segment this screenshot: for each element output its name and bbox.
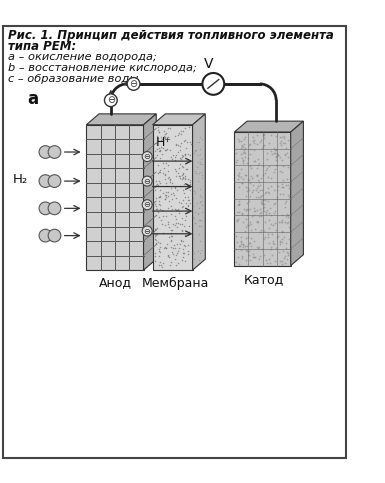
Text: V: V <box>204 57 214 71</box>
FancyBboxPatch shape <box>3 26 346 458</box>
Circle shape <box>142 226 152 236</box>
Polygon shape <box>234 121 303 132</box>
Text: ⊖: ⊖ <box>144 152 151 161</box>
Text: b – восстановление кислорода;: b – восстановление кислорода; <box>8 63 197 73</box>
Polygon shape <box>144 114 156 270</box>
Circle shape <box>39 175 52 187</box>
Circle shape <box>142 176 152 186</box>
Polygon shape <box>291 121 303 266</box>
Circle shape <box>48 229 61 242</box>
Text: Рис. 1. Принцип действия топливного элемента: Рис. 1. Принцип действия топливного элем… <box>8 29 334 43</box>
Text: ⊖: ⊖ <box>144 200 151 209</box>
Text: H⁺: H⁺ <box>156 136 172 149</box>
Circle shape <box>48 146 61 158</box>
Text: ⊖: ⊖ <box>129 79 137 89</box>
Text: Катод: Катод <box>244 273 285 286</box>
Text: a: a <box>27 90 38 108</box>
Text: ⊖: ⊖ <box>107 95 115 105</box>
Circle shape <box>48 202 61 215</box>
Polygon shape <box>234 132 291 266</box>
Circle shape <box>104 94 117 107</box>
Polygon shape <box>192 114 205 270</box>
Polygon shape <box>86 125 144 270</box>
Circle shape <box>203 73 224 95</box>
Text: ⊖: ⊖ <box>144 227 151 236</box>
Text: H₂: H₂ <box>13 173 28 186</box>
Text: a – окисление водорода;: a – окисление водорода; <box>8 52 157 62</box>
Circle shape <box>39 202 52 215</box>
Circle shape <box>39 146 52 158</box>
Circle shape <box>127 78 140 90</box>
Polygon shape <box>86 114 156 125</box>
Circle shape <box>48 175 61 187</box>
Text: c – образование воды: c – образование воды <box>8 74 139 84</box>
Circle shape <box>142 152 152 161</box>
Text: ⊖: ⊖ <box>144 177 151 185</box>
Text: типа РЕМ:: типа РЕМ: <box>8 40 77 53</box>
Polygon shape <box>152 125 192 270</box>
Text: Мембрана: Мембрана <box>142 276 209 289</box>
Circle shape <box>39 229 52 242</box>
Circle shape <box>142 199 152 210</box>
Text: Анод: Анод <box>99 276 131 289</box>
Polygon shape <box>152 114 205 125</box>
